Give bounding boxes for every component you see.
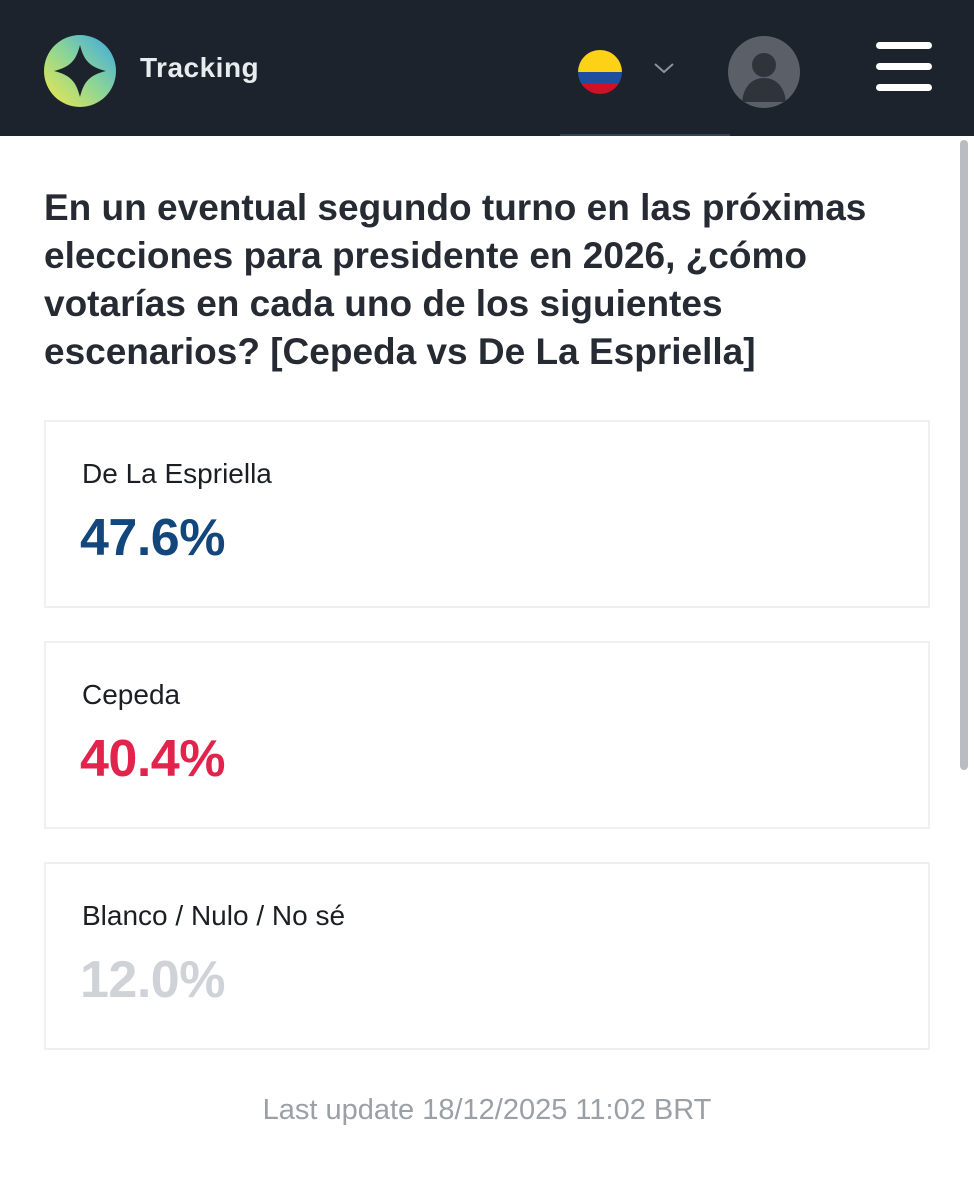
app-logo-icon[interactable] xyxy=(44,35,116,107)
candidate-percentage: 12.0% xyxy=(80,951,225,1009)
user-avatar-icon[interactable] xyxy=(728,36,800,108)
poll-question: En un eventual segundo turno en las próx… xyxy=(44,187,867,372)
candidate-percentage: 47.6% xyxy=(80,509,225,567)
active-tab-indicator xyxy=(560,134,730,136)
result-card-cepeda: Cepeda 40.4% xyxy=(44,641,930,829)
candidate-label: Blanco / Nulo / No sé xyxy=(82,900,346,931)
top-bar: Tracking xyxy=(0,0,974,136)
result-card-blanco-nulo: Blanco / Nulo / No sé 12.0% xyxy=(44,862,930,1050)
result-card-de-la-espriella: De La Espriella 47.6% xyxy=(44,420,930,608)
page-scrollbar[interactable] xyxy=(960,140,968,770)
chevron-down-icon[interactable] xyxy=(652,58,676,78)
candidate-label: De La Espriella xyxy=(82,458,272,489)
candidate-label: Cepeda xyxy=(82,679,181,710)
candidate-percentage: 40.4% xyxy=(80,730,225,788)
colombia-flag-icon[interactable] xyxy=(578,50,622,94)
app-name: Tracking xyxy=(140,52,260,83)
hamburger-menu-icon[interactable] xyxy=(876,42,932,92)
last-update-text: Last update 18/12/2025 11:02 BRT xyxy=(262,1094,712,1126)
